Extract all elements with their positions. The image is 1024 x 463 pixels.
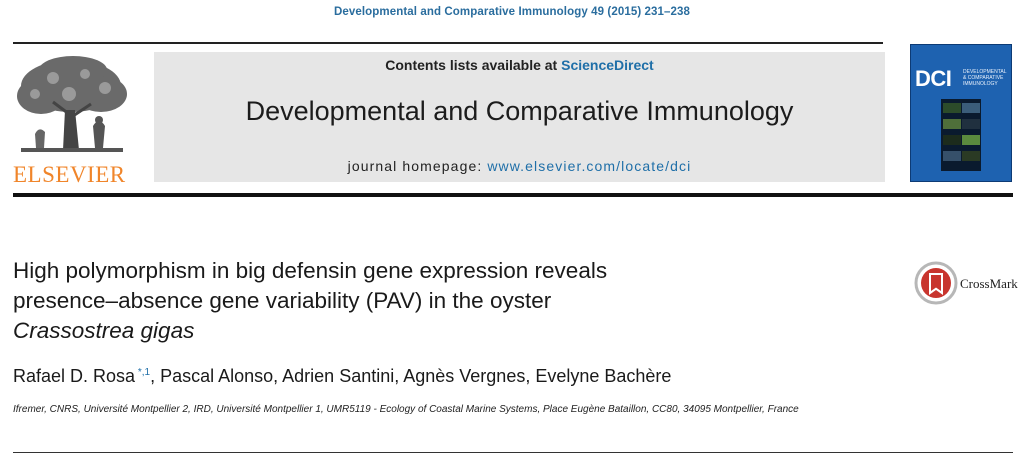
cover-image-cell [943,135,961,145]
author-affiliation: Ifremer, CNRS, Université Montpellier 2,… [13,404,799,415]
crossmark-label: CrossMark [960,276,1018,291]
top-divider [13,42,883,44]
homepage-link[interactable]: www.elsevier.com/locate/dci [487,158,692,174]
article-title-line-2: presence–absence gene variability (PAV) … [13,288,552,313]
cover-abbreviation: DCI [915,66,952,91]
cover-image-cell [962,135,980,145]
cover-image-cell [962,151,980,161]
cover-image-cell [943,119,961,129]
journal-citation[interactable]: Developmental and Comparative Immunology… [333,6,691,18]
cover-image-cell [943,103,961,113]
crossmark-icon [914,261,958,305]
publisher-logo[interactable]: ELSEVIER [13,54,131,188]
homepage-prefix: journal homepage: [347,158,488,174]
journal-title[interactable]: Developmental and Comparative Immunology [245,96,794,126]
homepage-line: journal homepage: www.elsevier.com/locat… [154,158,885,174]
author-rest: , Pascal Alonso, Adrien Santini, Agnès V… [150,366,672,386]
article-title: High polymorphism in big defensin gene e… [13,256,873,346]
cover-subtitle: Developmental & Comparative Immunology [963,69,1007,87]
cover-image-cell [962,103,980,113]
article-title-species: Crassostrea gigas [13,318,195,343]
cover-image-panel [941,99,981,171]
header-divider [13,193,1013,197]
article-title-line-1: High polymorphism in big defensin gene e… [13,258,608,283]
sciencedirect-link[interactable]: ScienceDirect [561,57,654,73]
cover-image-cell [943,151,961,161]
contents-line: Contents lists available at ScienceDirec… [154,57,885,73]
author-first[interactable]: Rafael D. Rosa [13,366,136,386]
publisher-name: ELSEVIER [13,162,126,187]
crossmark-badge[interactable]: CrossMark [914,261,1022,307]
cover-image-cell [962,119,980,129]
author-list: Rafael D. Rosa *,1, Pascal Alonso, Adrie… [13,366,1013,387]
bottom-divider [13,452,1013,453]
contents-prefix: Contents lists available at [385,57,562,73]
author-footnote-marks[interactable]: *,1 [135,367,151,378]
journal-header: Contents lists available at ScienceDirec… [154,52,885,182]
journal-cover[interactable]: DCI Developmental & Comparative Immunolo… [910,44,1012,182]
elsevier-tree-icon [13,54,131,156]
